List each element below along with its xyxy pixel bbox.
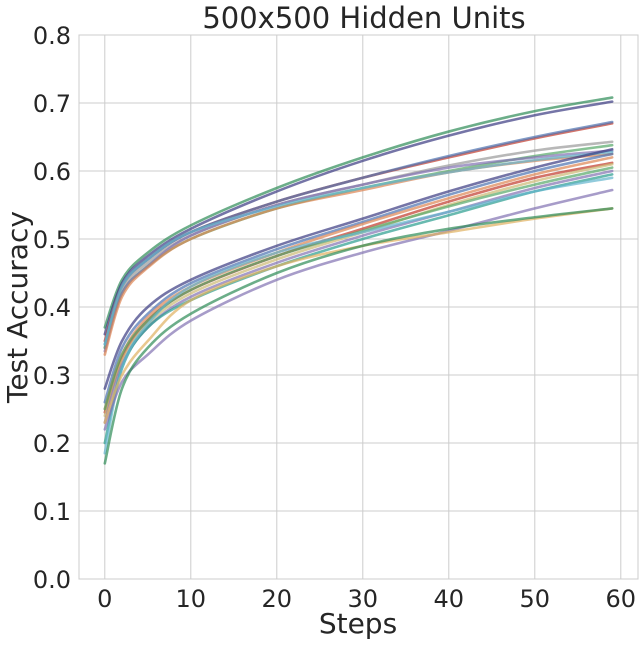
series-line-18: [103, 176, 614, 455]
series-line-21: [103, 207, 614, 465]
y-axis-label: Test Accuracy: [1, 211, 34, 404]
series-line-11: [103, 152, 614, 404]
x-axis-label: Steps: [319, 607, 397, 640]
series-line-14: [103, 162, 614, 418]
x-tick-label: 0: [97, 585, 112, 613]
x-tick-label: 30: [348, 585, 379, 613]
series-line-20: [103, 207, 614, 424]
x-tick-label: 10: [176, 585, 207, 613]
series-line-7: [103, 149, 614, 353]
y-tick-label: 0.2: [33, 430, 71, 458]
series-group: [103, 96, 614, 465]
x-tick-label: 40: [434, 585, 465, 613]
y-tick-label: 0.4: [33, 294, 71, 322]
y-tick-label: 0.7: [33, 90, 71, 118]
y-tick-label: 0.1: [33, 498, 71, 526]
series-line-12: [103, 156, 614, 411]
y-tick-label: 0.3: [33, 362, 71, 390]
series-line-2: [103, 100, 614, 336]
chart-title: 500x500 Hidden Units: [202, 1, 525, 35]
series-line-10: [103, 147, 614, 390]
y-tick-labels: 0.0 0.1 0.2 0.3 0.4 0.5 0.6 0.7 0.8: [33, 22, 71, 594]
x-tick-label: 50: [520, 585, 551, 613]
y-tick-label: 0.6: [33, 158, 71, 186]
plot-area: [78, 34, 639, 580]
series-line-15: [103, 166, 614, 411]
series-line-17: [103, 173, 614, 445]
y-tick-label: 0.5: [33, 226, 71, 254]
y-tick-label: 0.8: [33, 22, 71, 50]
y-tick-label: 0.0: [33, 566, 71, 594]
x-tick-label: 60: [606, 585, 637, 613]
series-line-1: [103, 96, 614, 329]
series-line-9: [103, 150, 614, 346]
x-tick-label: 20: [262, 585, 293, 613]
x-tick-labels: 0 10 20 30 40 50 60: [97, 585, 636, 613]
